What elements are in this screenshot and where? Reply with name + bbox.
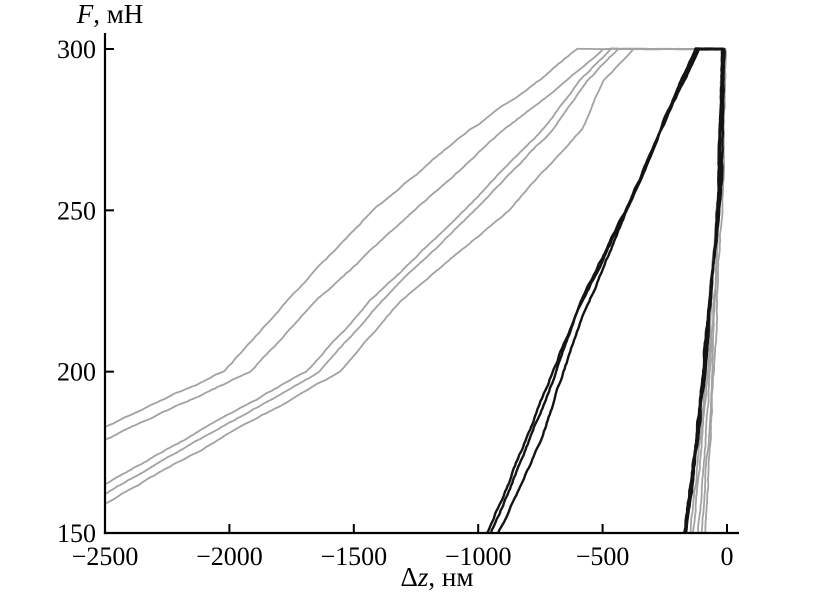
x-tick-label: −1500 <box>320 542 387 571</box>
gray-load-hold-unload-3 <box>104 47 725 534</box>
y-axis-title-symbol: F <box>76 0 94 29</box>
data-series-group <box>104 47 727 534</box>
y-tick-label: 250 <box>57 196 96 225</box>
x-tick-label: −2500 <box>72 542 139 571</box>
x-axis-title-delta: Δ <box>401 562 418 592</box>
y-tick-label: 200 <box>57 358 96 387</box>
x-axis-ticks: −2500 −2000 −1500 −1000 −500 0 <box>72 524 734 571</box>
black-load-hold-unload-3 <box>489 47 724 534</box>
gray-load-hold-unload-1 <box>104 47 727 534</box>
gray-load-hold-unload-4 <box>104 47 724 534</box>
x-tick-label: 0 <box>721 542 734 571</box>
x-axis-title-symbol: z <box>417 562 429 592</box>
black-load-hold-unload-1 <box>486 48 725 534</box>
x-axis-title-units: , нм <box>428 562 473 592</box>
gray-load-hold-unload-2 <box>104 48 726 534</box>
y-axis-title-units: , мН <box>93 0 143 29</box>
y-axis-ticks: 300 250 200 150 <box>57 35 114 548</box>
x-axis-title: Δz, нм <box>401 562 474 592</box>
x-tick-label: −500 <box>576 542 630 571</box>
y-tick-label: 300 <box>57 35 96 64</box>
y-tick-label: 150 <box>57 519 96 548</box>
y-axis-title: F, мН <box>76 0 144 29</box>
gray-load-hold-unload-5 <box>104 48 723 534</box>
x-tick-label: −2000 <box>196 542 263 571</box>
x-tick-label: −1000 <box>445 542 512 571</box>
black-load-hold-unload-2 <box>497 47 726 534</box>
